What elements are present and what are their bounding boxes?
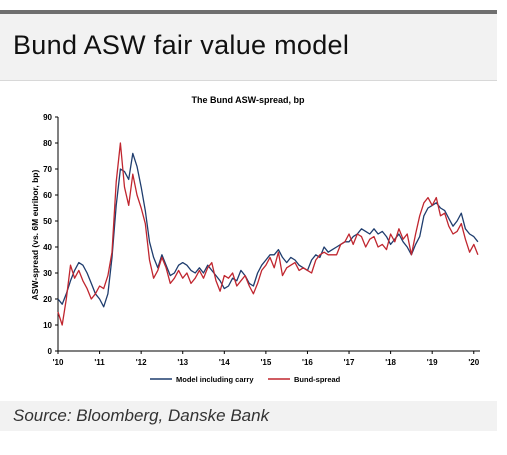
y-tick-label: 50 [43,217,52,226]
x-tick-label: '17 [344,358,355,367]
top-rule [0,10,497,14]
chart-title: The Bund ASW-spread, bp [192,95,305,105]
legend-label: Bund-spread [294,375,341,384]
y-tick-label: 60 [43,191,52,200]
series-line-bund-spread [57,142,479,326]
series-layer [57,142,479,326]
x-tick-label: '11 [94,358,105,367]
x-tick-label: '15 [260,358,271,367]
y-tick-label: 80 [43,139,52,148]
y-tick-label: 20 [43,295,52,304]
legend: Model including carry Bund-spread [150,375,341,384]
chart-panel: The Bund ASW-spread, bp ASW-spread (vs. … [0,80,497,402]
footer-band [0,401,497,431]
y-tick-label: 30 [43,269,52,278]
line-chart: The Bund ASW-spread, bp ASW-spread (vs. … [30,95,480,384]
x-tick-label: '13 [177,358,188,367]
y-axis-label: ASW-spread (vs. 6M euribor, bp) [30,170,40,301]
x-tick-label: '20 [468,358,479,367]
x-tick-label: '19 [427,358,438,367]
source-note: Source: Bloomberg, Danske Bank [13,406,270,425]
x-tick-label: '10 [53,358,64,367]
x-tick-label: '16 [302,358,313,367]
y-tick-label: 70 [43,165,52,174]
legend-label: Model including carry [176,375,254,384]
y-tick-label: 40 [43,243,52,252]
header-band [0,14,497,80]
y-tick-label: 90 [43,113,52,122]
y-tick-label: 0 [48,347,53,356]
y-tick-label: 10 [43,321,52,330]
page-title: Bund ASW fair value model [13,30,350,60]
x-tick-label: '14 [219,358,230,367]
x-tick-label: '12 [136,358,147,367]
series-line-model-including-carry [57,152,479,308]
x-tick-label: '18 [385,358,396,367]
